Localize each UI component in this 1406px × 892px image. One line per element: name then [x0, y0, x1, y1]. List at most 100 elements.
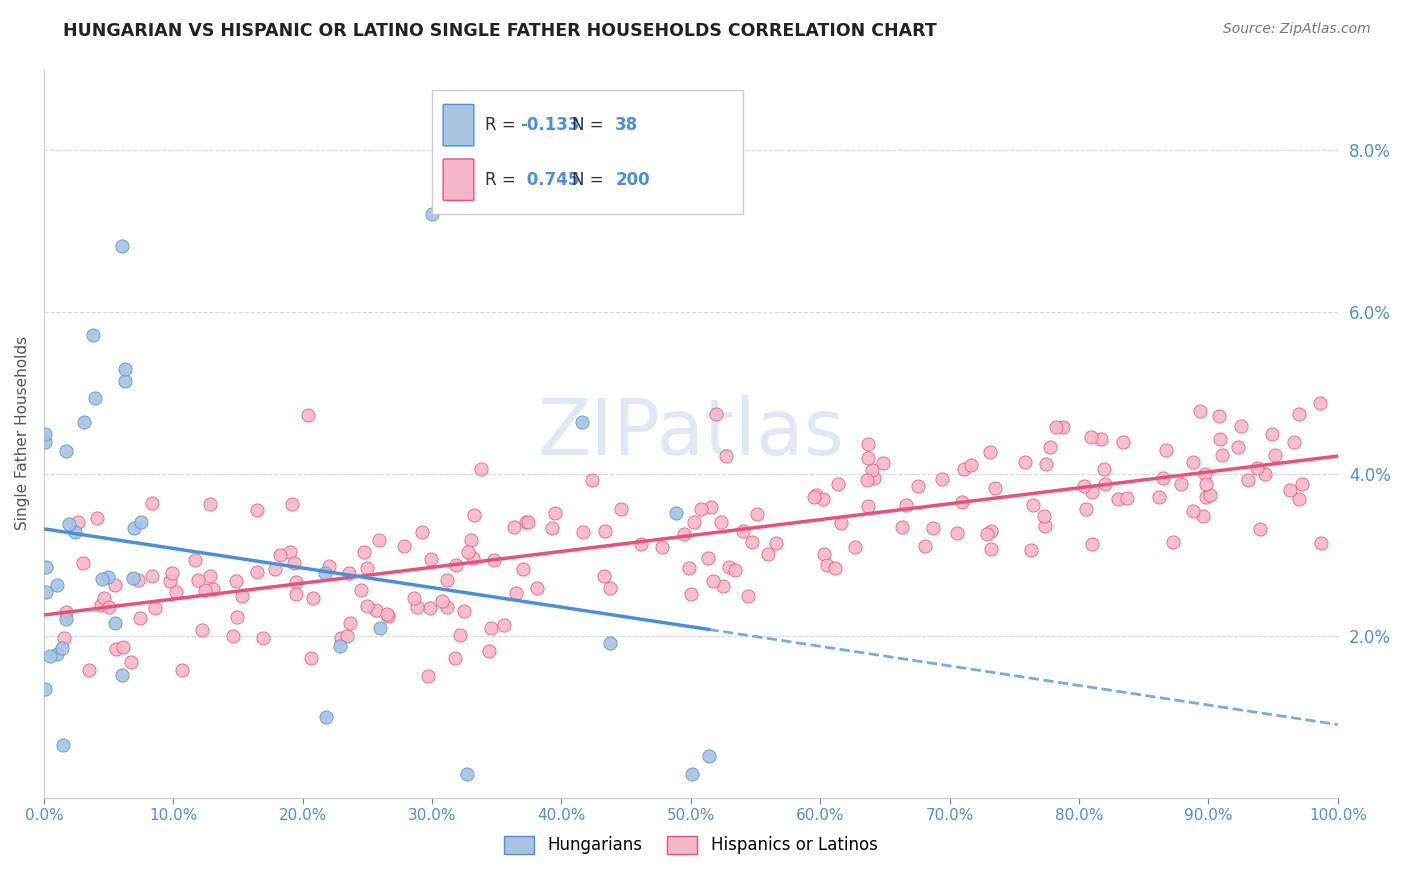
Point: [1090, 432, 1112, 446]
Point: [104, 615, 127, 630]
Point: [1194, 467, 1216, 481]
Point: [34, 682, 56, 697]
Point: [581, 474, 603, 488]
Point: [72, 415, 94, 429]
Point: [922, 521, 945, 535]
Point: [449, 628, 471, 642]
Point: [368, 533, 391, 547]
Point: [1246, 461, 1268, 475]
Point: [1182, 455, 1205, 469]
Point: [1156, 442, 1178, 457]
Point: [697, 749, 720, 764]
Point: [187, 573, 209, 587]
Text: 38: 38: [616, 116, 638, 134]
Text: ZIPatlas: ZIPatlas: [537, 395, 845, 471]
Point: [737, 589, 759, 603]
Point: [200, 497, 222, 511]
Point: [482, 553, 505, 567]
Point: [463, 550, 485, 565]
Point: [682, 516, 704, 530]
Point: [1264, 448, 1286, 462]
Point: [356, 599, 378, 613]
Point: [681, 766, 703, 780]
Point: [55, 443, 77, 458]
Point: [710, 516, 733, 530]
Point: [479, 621, 502, 635]
Point: [79, 663, 101, 677]
Point: [52, 738, 75, 752]
Point: [114, 374, 136, 388]
Point: [110, 239, 132, 253]
Point: [1249, 522, 1271, 536]
Point: [517, 516, 540, 530]
Point: [269, 548, 291, 562]
Point: [478, 644, 501, 658]
Point: [860, 463, 883, 477]
Point: [593, 524, 616, 539]
Point: [894, 498, 917, 512]
Point: [856, 499, 879, 513]
Text: N =: N =: [572, 116, 609, 134]
Point: [45, 577, 67, 591]
Point: [1035, 457, 1057, 471]
Point: [122, 521, 145, 535]
Point: [512, 562, 534, 576]
Point: [858, 436, 880, 450]
Point: [411, 525, 433, 540]
Point: [494, 617, 516, 632]
Point: [67, 515, 90, 529]
Point: [702, 574, 724, 588]
Point: [394, 539, 416, 553]
Point: [1182, 504, 1205, 518]
Point: [1288, 407, 1310, 421]
Point: [120, 655, 142, 669]
Point: [55, 605, 77, 619]
Point: [1052, 420, 1074, 434]
Point: [858, 451, 880, 466]
Point: [51, 640, 73, 655]
Point: [946, 526, 969, 541]
Point: [34, 427, 56, 442]
Point: [571, 415, 593, 429]
Point: [599, 636, 621, 650]
Point: [1081, 537, 1104, 551]
Point: [1254, 467, 1277, 481]
Point: [402, 591, 425, 606]
Point: [1291, 477, 1313, 491]
Point: [432, 593, 454, 607]
Point: [856, 474, 879, 488]
Point: [1045, 420, 1067, 434]
Point: [145, 601, 167, 615]
Point: [184, 553, 207, 567]
Point: [711, 578, 734, 592]
Point: [1021, 498, 1043, 512]
Point: [1081, 484, 1104, 499]
Text: -0.133: -0.133: [520, 116, 581, 134]
Point: [375, 607, 398, 621]
Point: [811, 492, 834, 507]
Point: [1149, 490, 1171, 504]
Point: [724, 563, 747, 577]
Point: [299, 651, 322, 665]
Point: [1278, 483, 1301, 497]
Point: [72, 556, 94, 570]
Point: [1282, 435, 1305, 450]
Y-axis label: Single Father Households: Single Father Households: [15, 336, 30, 531]
Point: [127, 573, 149, 587]
Point: [1199, 487, 1222, 501]
Point: [86, 511, 108, 525]
Point: [460, 533, 482, 547]
Point: [457, 545, 479, 559]
Point: [436, 573, 458, 587]
Point: [278, 545, 301, 559]
Text: N =: N =: [572, 170, 609, 189]
Point: [571, 525, 593, 540]
Point: [252, 631, 274, 645]
Point: [420, 552, 443, 566]
Point: [1209, 432, 1232, 446]
Point: [824, 561, 846, 575]
Point: [716, 449, 738, 463]
Point: [336, 629, 359, 643]
Point: [1308, 396, 1330, 410]
Point: [664, 506, 686, 520]
